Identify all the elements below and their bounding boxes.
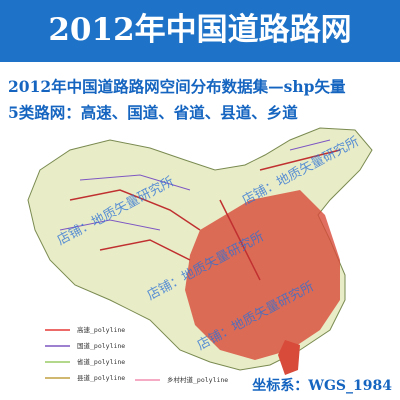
header-bar xyxy=(0,0,400,62)
road-types: 5类路网：高速、国道、省道、县道、乡道 xyxy=(8,103,298,122)
coordinate-system: 坐标系：WGS_1984 xyxy=(252,377,392,394)
legend: 高速_polyline 国道_polyline 省道_polyline 县道_poly… xyxy=(45,325,228,384)
legend-label: 省道_polyline xyxy=(77,357,125,366)
legend-label: 国道_polyline xyxy=(77,341,125,350)
header-title: 2012年中国道路路网 xyxy=(48,12,351,48)
legend-label: 高速_polyline xyxy=(77,325,125,334)
map xyxy=(27,127,373,375)
island xyxy=(278,340,300,375)
highway-lines xyxy=(69,149,341,281)
legend-label: 乡村村道_polyline xyxy=(167,375,228,384)
national-road-lines xyxy=(59,139,331,231)
subtitle: 2012年中国道路路网空间分布数据集—shp矢量 xyxy=(8,77,346,96)
legend-label: 县道_polyline xyxy=(77,373,125,382)
dense-road-area xyxy=(185,190,340,360)
